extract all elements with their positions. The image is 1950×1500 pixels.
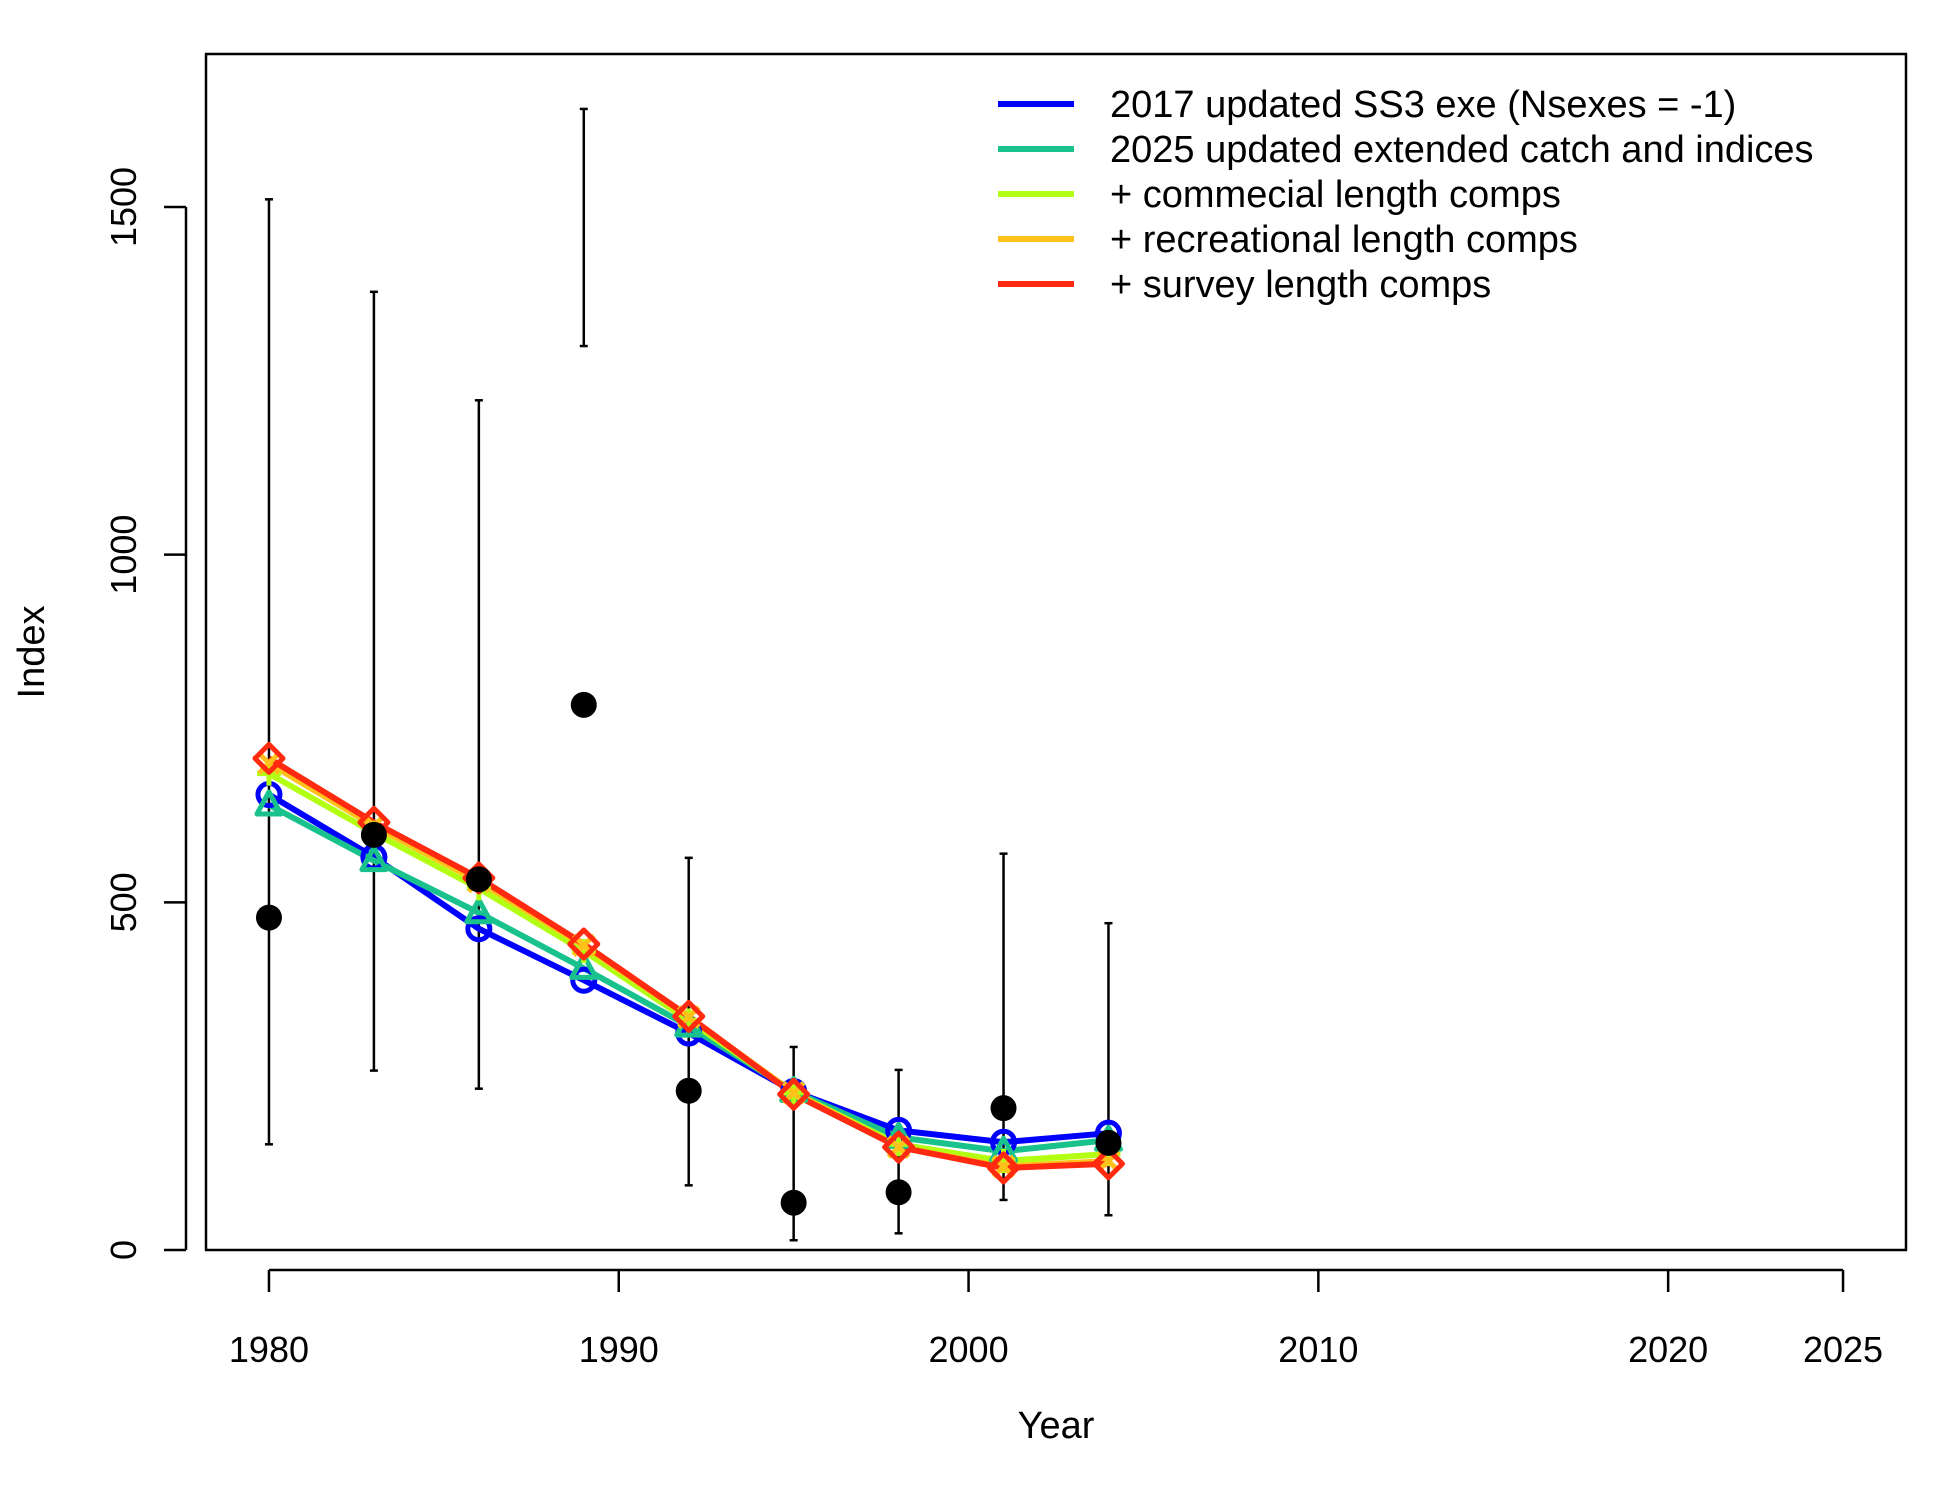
y-tick-label: 1500 [103, 167, 144, 247]
observed-point [675, 1077, 702, 1104]
y-tick-label: 0 [103, 1240, 144, 1260]
legend-label: + commecial length comps [1110, 174, 1561, 216]
series-marker [672, 999, 706, 1033]
series-marker [254, 789, 284, 817]
x-tick-label: 2025 [1803, 1329, 1883, 1370]
x-axis: 1980 1990 2000 2010 2020 2025 [229, 1268, 1883, 1370]
series-marker [257, 751, 281, 776]
x-tick-label: 1990 [579, 1329, 659, 1370]
legend-label: 2025 updated extended catch and indices [1110, 129, 1814, 171]
series-marker [569, 952, 599, 980]
observed-point [990, 1095, 1017, 1122]
observed-point [570, 691, 597, 718]
series-marker [882, 1130, 916, 1164]
series-marker [777, 1077, 811, 1111]
observed-points [255, 691, 1122, 1216]
x-tick-label: 1980 [229, 1329, 309, 1370]
x-tick-label: 2000 [929, 1329, 1009, 1370]
x-axis-label: Year [1018, 1405, 1095, 1447]
plot-frame [204, 52, 1908, 1252]
legend-label: + recreational length comps [1110, 219, 1578, 261]
observed-point [1095, 1129, 1122, 1156]
series-marker [464, 897, 494, 925]
legend-label: + survey length comps [1110, 264, 1491, 306]
series-marker [567, 927, 601, 961]
x-tick-label: 2020 [1628, 1329, 1708, 1370]
series-marker [465, 915, 493, 943]
observed-error-bars [264, 107, 1113, 1242]
series-marker [570, 966, 598, 994]
series-marker [359, 845, 389, 873]
y-axis: 0 500 1000 1500 [103, 167, 188, 1260]
y-tick-label: 500 [103, 872, 144, 932]
observed-point [780, 1189, 807, 1216]
series-marker [1091, 1147, 1125, 1181]
observed-point [465, 866, 492, 893]
observed-point [255, 904, 282, 931]
legend-label: 2017 updated SS3 exe (Nsexes = -1) [1110, 84, 1736, 126]
series-marker [987, 1151, 1021, 1185]
observed-point [360, 821, 387, 848]
series-marker [252, 741, 286, 775]
legend: 2017 updated SS3 exe (Nsexes = -1)2025 u… [998, 84, 1814, 306]
y-tick-label: 1000 [103, 515, 144, 595]
y-axis-label: Index [11, 606, 53, 699]
x-tick-label: 2010 [1278, 1329, 1358, 1370]
observed-point [885, 1179, 912, 1206]
